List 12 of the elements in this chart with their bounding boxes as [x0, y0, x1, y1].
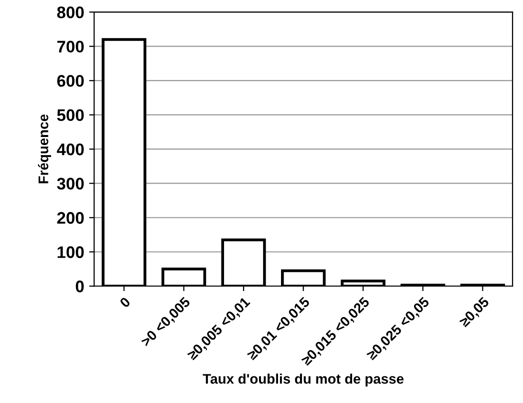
y-tick-label: 500	[57, 109, 84, 122]
y-tick-label: 100	[58, 246, 84, 258]
y-tick-label: 0	[76, 280, 84, 292]
y-tick-label: 700	[57, 40, 84, 53]
y-tick-label: 400	[56, 144, 84, 156]
y-tick-label: 800	[57, 6, 84, 18]
y-tick-label: 200	[57, 212, 84, 224]
x-tick-label: 0	[119, 296, 131, 308]
y-tick-label: 600	[57, 75, 84, 87]
x-axis-title: Taux d'oublis du mot de passe	[202, 374, 404, 387]
y-tick-label: 300	[56, 178, 84, 190]
y-axis-title: Fréquence	[38, 114, 52, 184]
